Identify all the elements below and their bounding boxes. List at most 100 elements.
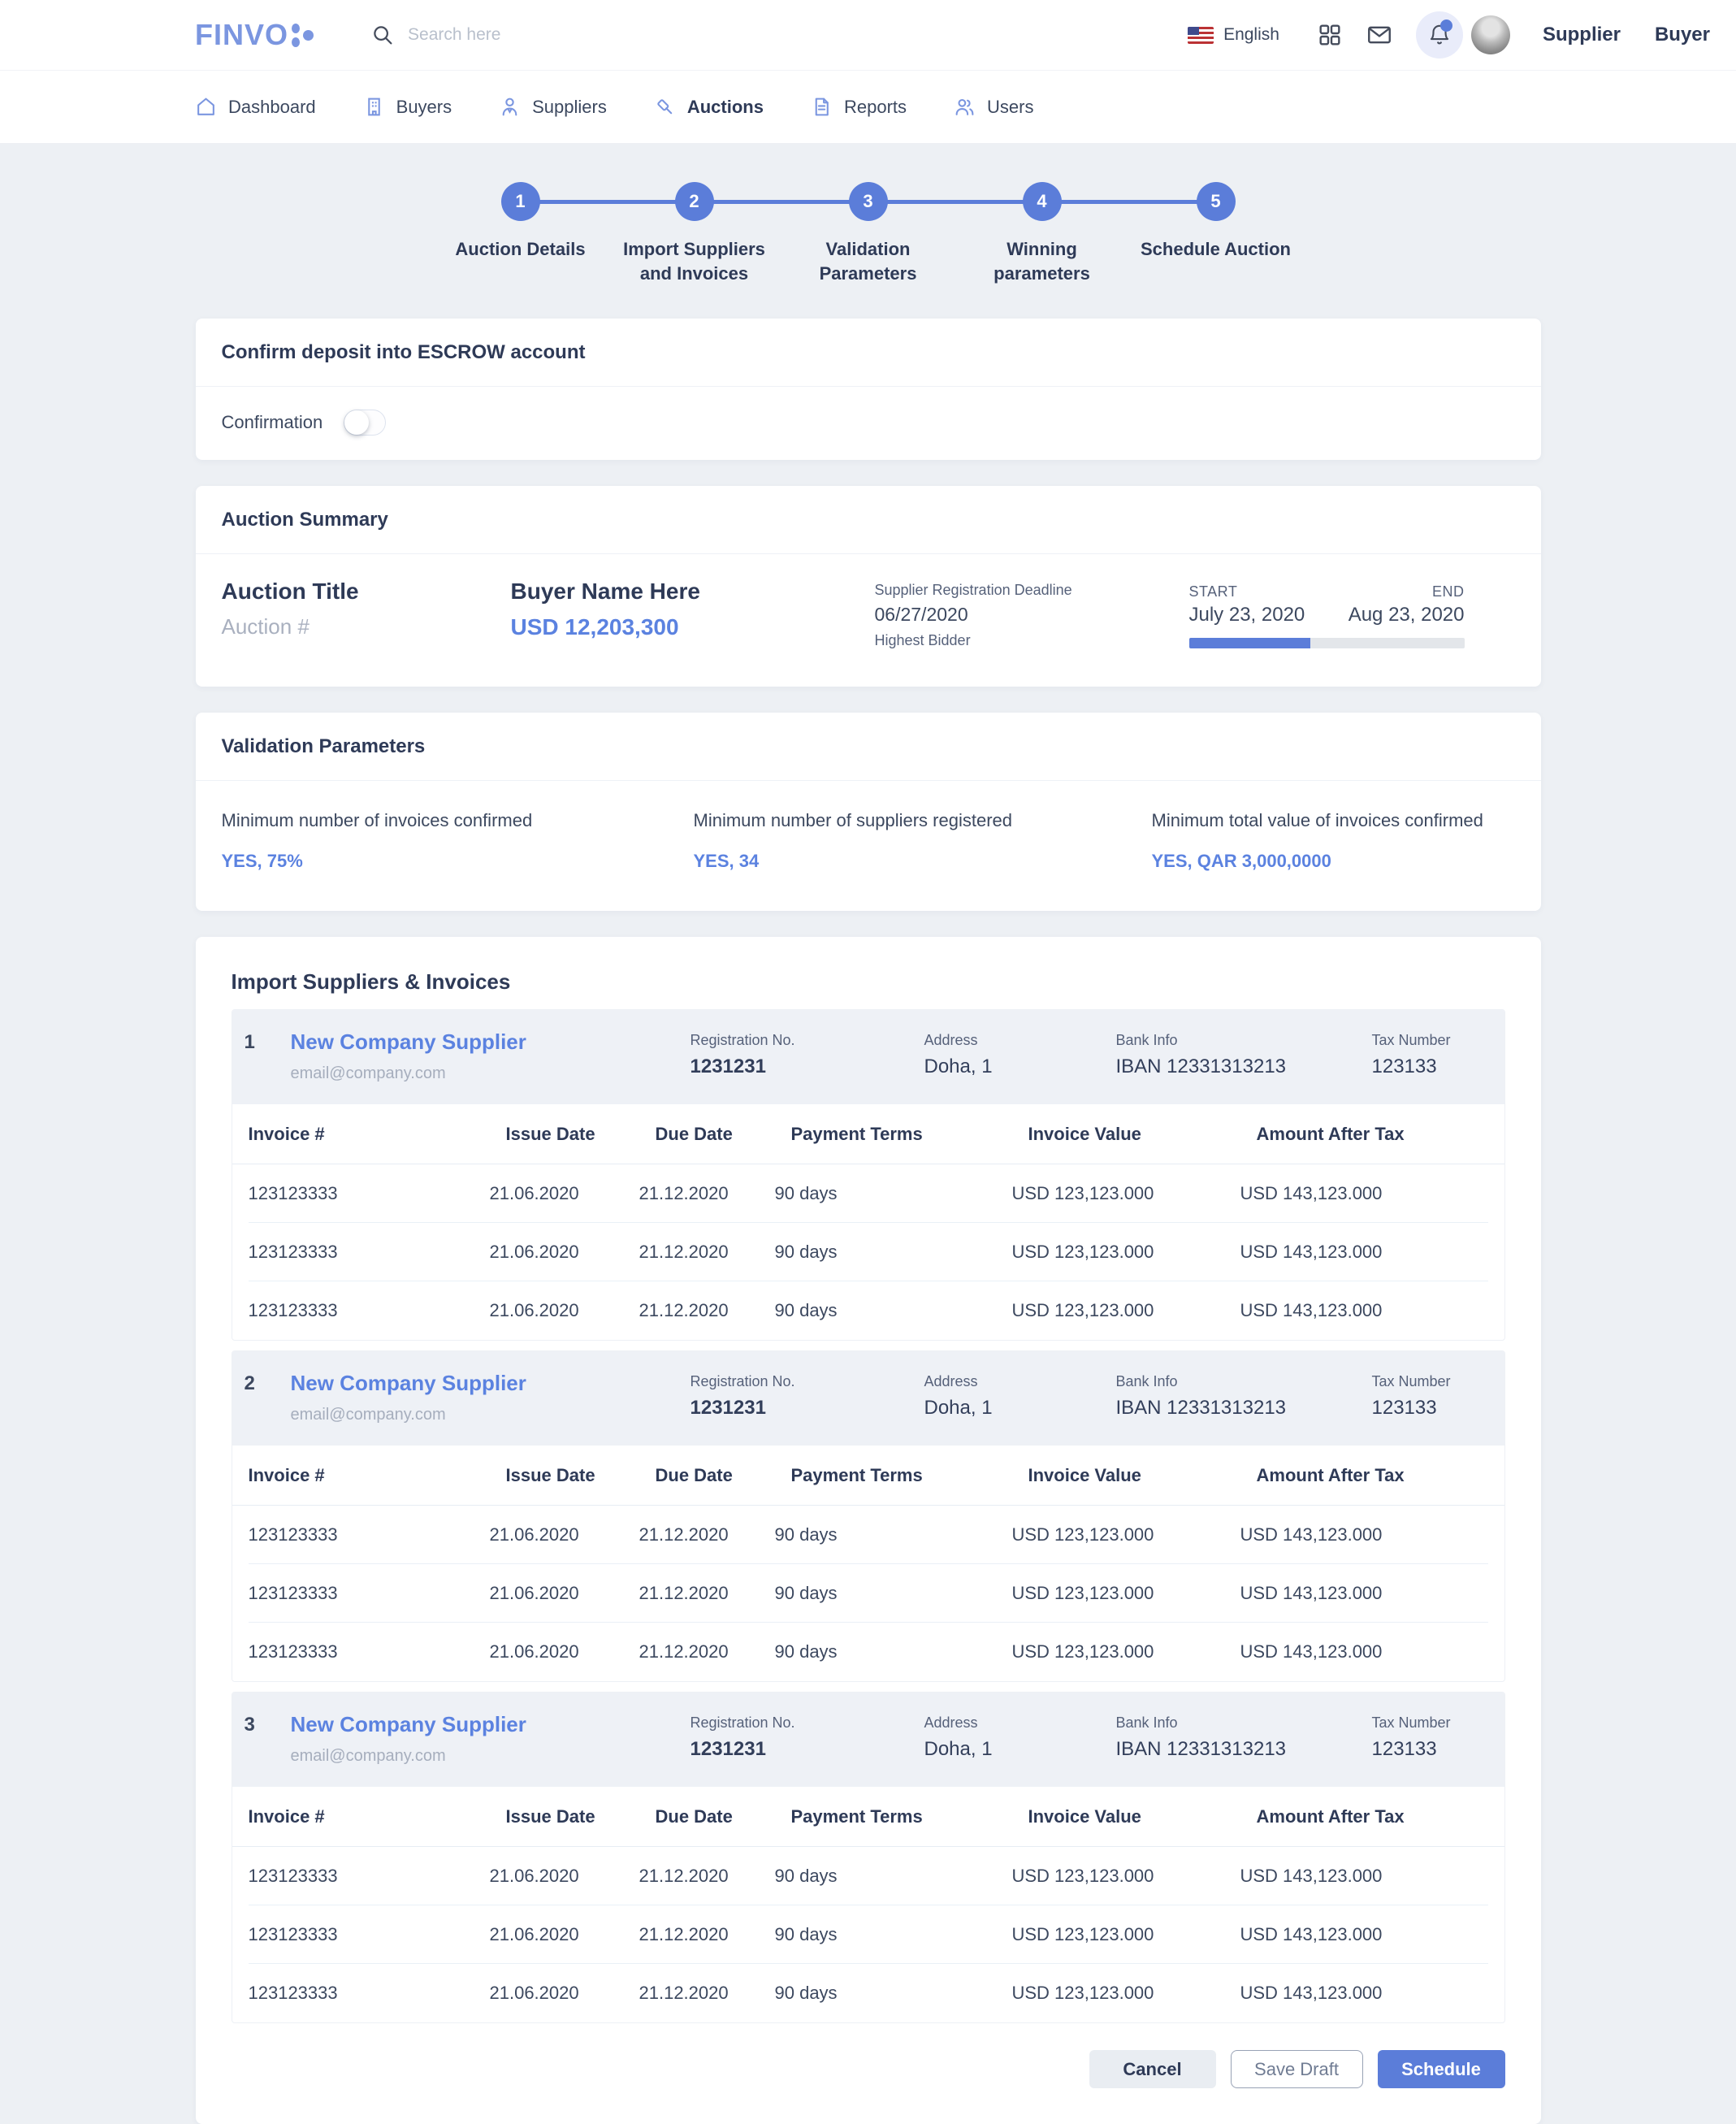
validation-item: Minimum number of invoices confirmed YES…	[221, 810, 533, 871]
address-info: Address Doha, 1	[924, 1714, 993, 1760]
nav-item-auctions[interactable]: Auctions	[654, 96, 764, 118]
invoice-row: 123123333 21.06.2020 21.12.2020 90 days USD …	[248, 1983, 1383, 2003]
summary-title: Auction Summary	[221, 509, 388, 531]
end-label: END	[1431, 583, 1465, 600]
users-icon	[955, 98, 974, 115]
nav-item-users[interactable]: Users	[954, 96, 1033, 118]
supplier-card-1: 1 New Company Supplier email@company.com…	[231, 1009, 1505, 1341]
deadline-label: Supplier Registration Deadline	[874, 582, 1072, 598]
step-2-import-suppliers: 2 Import Suppliers and Invoices	[608, 182, 781, 286]
nav-item-dashboard[interactable]: Dashboard	[195, 96, 316, 118]
bank-info: Bank Info IBAN 12331313213	[1115, 1373, 1287, 1419]
invoice-table-header: Invoice # Issue Date Due Date Payment Te…	[232, 1787, 1504, 1847]
search-icon	[374, 26, 392, 45]
invoice-row: 123123333 21.06.2020 21.12.2020 90 days USD …	[248, 1506, 1488, 1564]
role-buyer-link[interactable]: Buyer	[1654, 24, 1710, 46]
invoice-row: 123123333 21.06.2020 21.12.2020 90 days USD …	[248, 1564, 1488, 1623]
supplier-name-link[interactable]: New Company Supplier	[290, 1712, 526, 1736]
invoice-row: 123123333 21.06.2020 21.12.2020 90 days USD …	[248, 1223, 1488, 1281]
validation-title: Validation Parameters	[221, 735, 426, 757]
supplier-card-3: 3 New Company Supplier email@company.com…	[231, 1692, 1505, 2023]
building-icon	[367, 98, 380, 116]
tax-info: Tax Number 123133	[1371, 1032, 1451, 1077]
auction-number: Auction #	[221, 614, 310, 639]
start-label: START	[1188, 583, 1238, 600]
mail-icon[interactable]	[1366, 21, 1393, 49]
us-flag-icon	[1188, 26, 1214, 44]
language-selector[interactable]: English	[1223, 25, 1279, 44]
deadline-date: 06/27/2020	[874, 604, 968, 625]
user-avatar[interactable]	[1470, 15, 1510, 54]
supplier-card-2: 2 New Company Supplier email@company.com…	[231, 1350, 1505, 1682]
step-5-circle[interactable]: 5	[1196, 182, 1236, 221]
notifications-bell-icon[interactable]	[1415, 11, 1463, 59]
invoice-row: 123123333 21.06.2020 21.12.2020 90 days USD …	[248, 1164, 1488, 1223]
logo-dots-icon	[292, 23, 314, 47]
step-4-circle[interactable]: 4	[1022, 182, 1062, 221]
person-icon	[502, 98, 517, 116]
step-1-circle[interactable]: 1	[500, 182, 540, 221]
invoice-row: 123123333 21.06.2020 21.12.2020 90 days USD …	[248, 1641, 1383, 1662]
auction-title: Auction Title	[221, 579, 359, 604]
start-date: July 23, 2020	[1188, 604, 1305, 626]
address-info: Address Doha, 1	[924, 1373, 993, 1419]
registration-info: Registration No. 1231231	[690, 1373, 795, 1419]
nav-item-buyers[interactable]: Buyers	[363, 96, 452, 118]
top-header: FINVO English	[0, 0, 1736, 70]
cancel-button[interactable]: Cancel	[1089, 2050, 1216, 2088]
highest-bidder-label: Highest Bidder	[874, 632, 971, 648]
tax-info: Tax Number 123133	[1371, 1373, 1451, 1419]
auction-summary-card: Auction Summary Auction Title Auction # …	[195, 486, 1541, 687]
notification-badge	[1439, 20, 1452, 32]
escrow-card: Confirm deposit into ESCROW account Conf…	[195, 319, 1541, 460]
step-2-circle[interactable]: 2	[674, 182, 714, 221]
auction-timeline: START END July 23, 2020 Aug 23, 2020	[1188, 579, 1465, 649]
auction-amount: USD 12,203,300	[510, 614, 679, 639]
supplier-header: 1 New Company Supplier email@company.com…	[232, 1010, 1504, 1104]
schedule-button[interactable]: Schedule	[1377, 2050, 1505, 2088]
supplier-name-link[interactable]: New Company Supplier	[290, 1371, 526, 1395]
invoice-row: 123123333 21.06.2020 21.12.2020 90 days USD …	[248, 1300, 1383, 1320]
finvo-logo[interactable]: FINVO	[195, 18, 314, 52]
supplier-index: 2	[244, 1372, 255, 1394]
buyer-name: Buyer Name Here	[510, 579, 700, 604]
apps-grid-icon[interactable]	[1317, 22, 1343, 48]
toggle-knob	[344, 410, 370, 435]
home-icon	[197, 98, 214, 115]
nav-item-reports[interactable]: Reports	[811, 96, 907, 118]
step-5-schedule: 5 Schedule Auction	[1129, 182, 1303, 286]
supplier-header: 2 New Company Supplier email@company.com…	[232, 1351, 1504, 1446]
gavel-icon	[657, 99, 673, 115]
supplier-index: 3	[244, 1714, 255, 1736]
nav-item-suppliers[interactable]: Suppliers	[499, 96, 607, 118]
invoice-row: 123123333 21.06.2020 21.12.2020 90 days USD …	[248, 1847, 1488, 1905]
supplier-email: email@company.com	[290, 1064, 446, 1082]
step-4-winning: 4 Winning parameters	[955, 182, 1129, 286]
bank-info: Bank Info IBAN 12331313213	[1115, 1032, 1287, 1077]
import-suppliers-card: Import Suppliers & Invoices 1 New Compan…	[195, 937, 1541, 2124]
escrow-title: Confirm deposit into ESCROW account	[221, 341, 586, 363]
main-nav: Dashboard Buyers Suppliers Auctions Repo…	[0, 70, 1736, 143]
auction-progress-fill	[1188, 638, 1310, 648]
import-section-title: Import Suppliers & Invoices	[231, 969, 511, 994]
validation-item: Minimum total value of invoices confirme…	[1151, 810, 1483, 871]
address-info: Address Doha, 1	[924, 1032, 993, 1077]
invoice-table-header: Invoice # Issue Date Due Date Payment Te…	[232, 1104, 1504, 1164]
step-3-circle[interactable]: 3	[848, 182, 888, 221]
supplier-email: email@company.com	[290, 1747, 446, 1765]
confirmation-toggle[interactable]	[344, 410, 387, 436]
role-supplier-link[interactable]: Supplier	[1542, 24, 1621, 46]
validation-item: Minimum number of suppliers registered Y…	[693, 810, 1013, 871]
registration-info: Registration No. 1231231	[690, 1714, 795, 1760]
document-icon	[815, 98, 829, 116]
confirmation-label: Confirmation	[221, 412, 323, 432]
save-draft-button[interactable]: Save Draft	[1230, 2050, 1363, 2088]
supplier-email: email@company.com	[290, 1406, 446, 1424]
registration-info: Registration No. 1231231	[690, 1032, 795, 1077]
validation-card: Validation Parameters Minimum number of …	[195, 713, 1541, 911]
supplier-name-link[interactable]: New Company Supplier	[290, 1029, 526, 1054]
auction-stepper: 1 Auction Details 2 Import Suppliers and…	[434, 182, 1303, 286]
invoice-row: 123123333 21.06.2020 21.12.2020 90 days USD …	[248, 1905, 1488, 1964]
search-input[interactable]	[408, 25, 734, 45]
logo-text: FINVO	[195, 18, 289, 51]
